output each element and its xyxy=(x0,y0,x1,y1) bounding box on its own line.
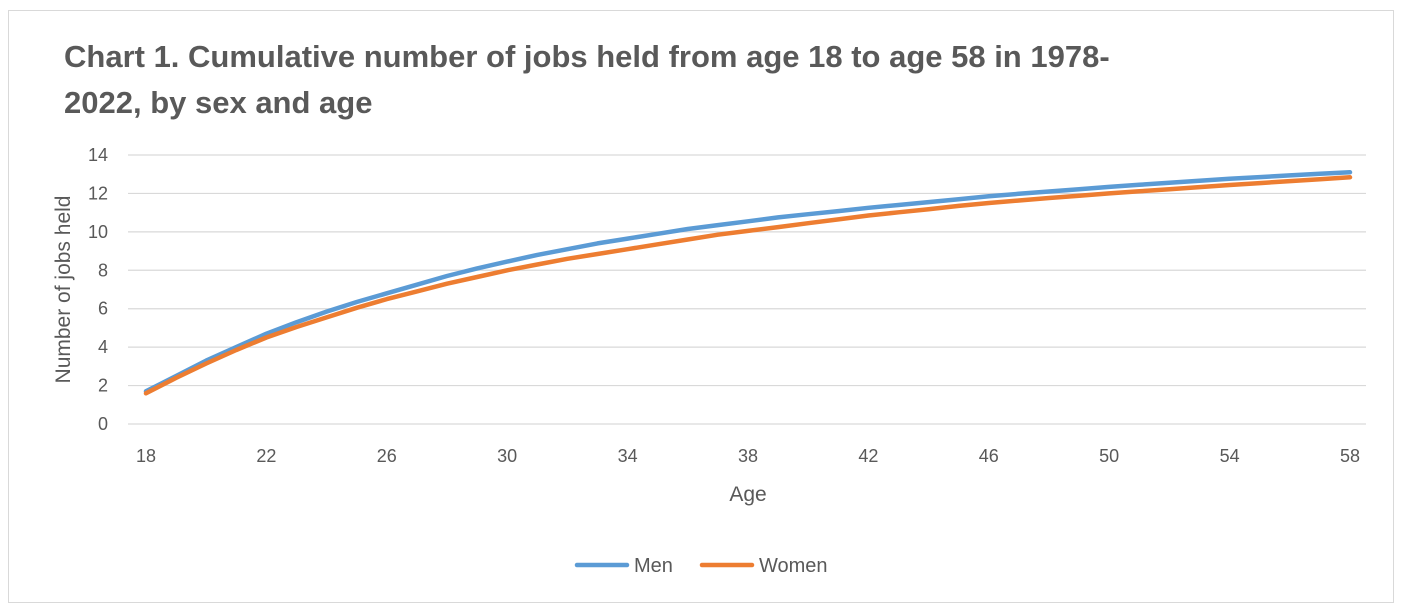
y-tick-label: 14 xyxy=(88,145,108,165)
y-axis-ticks: 0 2 4 6 8 10 12 14 xyxy=(88,145,108,434)
series-line-men xyxy=(143,170,1353,394)
y-tick-label: 8 xyxy=(98,260,108,280)
x-tick-label: 54 xyxy=(1220,446,1240,466)
x-tick-label: 18 xyxy=(136,446,156,466)
y-axis-title: Number of jobs held xyxy=(52,196,75,384)
y-tick-label: 4 xyxy=(98,337,108,357)
x-tick-label: 46 xyxy=(979,446,999,466)
y-tick-label: 2 xyxy=(98,376,108,396)
x-tick-label: 22 xyxy=(256,446,276,466)
series-lines xyxy=(143,170,1353,396)
x-tick-label: 38 xyxy=(738,446,758,466)
legend-label-men: Men xyxy=(634,555,673,577)
x-tick-label: 58 xyxy=(1340,446,1360,466)
legend-label-women: Women xyxy=(759,555,828,577)
y-tick-label: 12 xyxy=(88,183,108,203)
legend: Men Women xyxy=(574,555,828,577)
y-tick-label: 10 xyxy=(88,222,108,242)
x-tick-label: 50 xyxy=(1099,446,1119,466)
y-tick-label: 0 xyxy=(98,414,108,434)
x-tick-label: 42 xyxy=(858,446,878,466)
gridlines xyxy=(128,154,1366,425)
chart-title: Chart 1. Cumulative number of jobs held … xyxy=(64,39,1110,120)
y-tick-label: 6 xyxy=(98,299,108,319)
x-axis-ticks: 18 22 26 30 34 38 42 46 50 54 58 xyxy=(136,446,1360,466)
x-tick-label: 30 xyxy=(497,446,517,466)
x-axis-title: Age xyxy=(729,483,766,506)
x-tick-label: 34 xyxy=(618,446,638,466)
x-tick-label: 26 xyxy=(377,446,397,466)
series-line-women xyxy=(143,175,1353,396)
chart-frame xyxy=(8,10,1394,603)
